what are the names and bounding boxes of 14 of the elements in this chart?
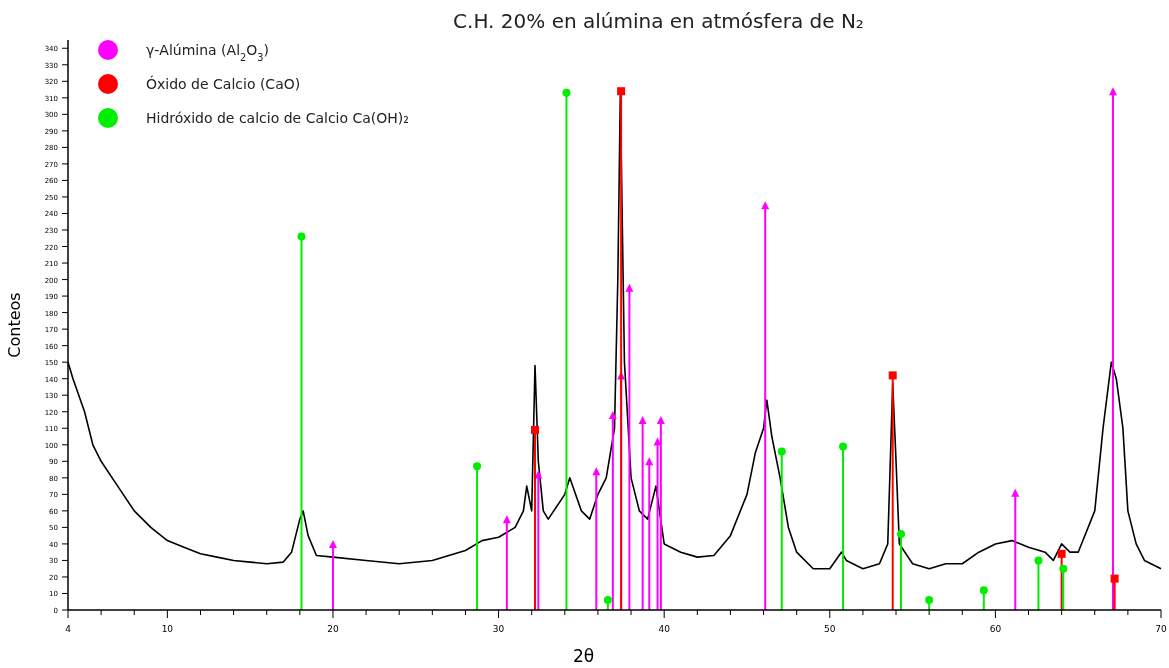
x-tick-label: 20	[327, 624, 339, 634]
y-axis-title: Conteos	[5, 292, 24, 358]
x-tick-label: 4	[65, 624, 72, 634]
legend-label: γ-Alúmina (Al$_{2}$O$_{3}$)	[146, 42, 270, 63]
x-tick-label: 60	[989, 624, 1002, 634]
x-tick-label: 30	[492, 624, 505, 634]
legend-label: Hidróxido de calcio de Calcio Ca(OH)₂	[146, 110, 409, 126]
x-tick-label: 10	[161, 624, 174, 634]
x-tick-label: 40	[658, 624, 671, 634]
legend-label: Óxido de Calcio (CaO)	[146, 75, 301, 92]
x-tick-label: 70	[1155, 624, 1167, 634]
x-axis-title: 2θ	[572, 646, 595, 666]
x-tick-label: 50	[824, 624, 836, 634]
chart-title: C.H. 20% en alúmina en atmósfera de N₂	[453, 9, 864, 33]
